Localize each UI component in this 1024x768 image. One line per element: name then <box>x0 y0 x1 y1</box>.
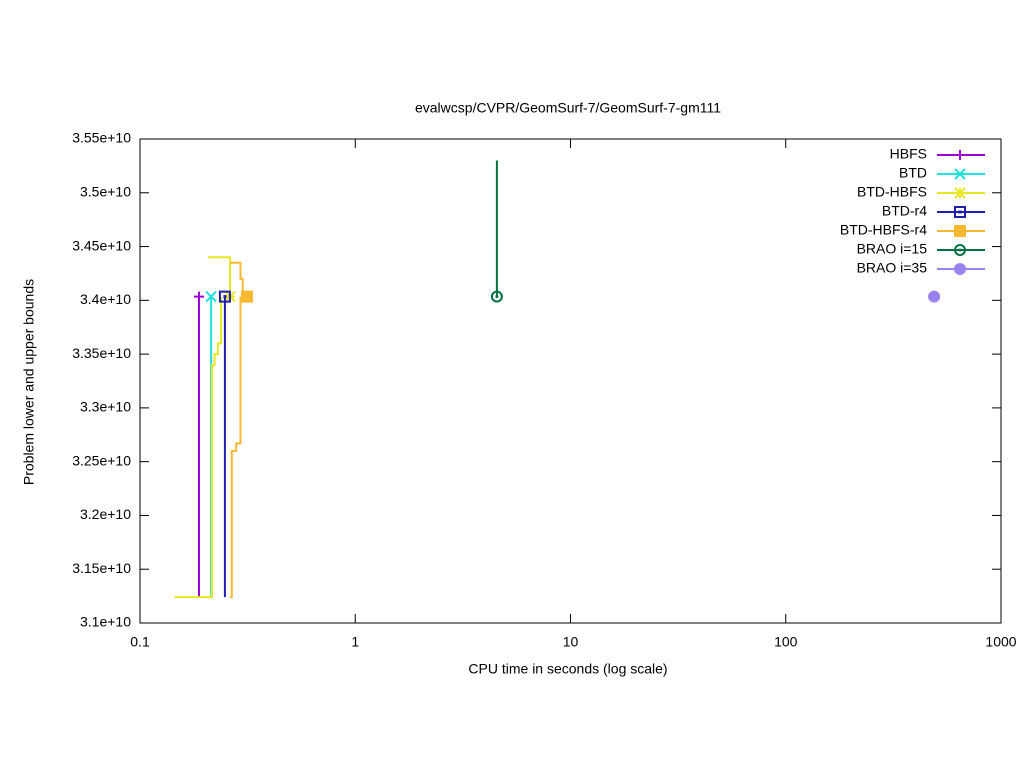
legend-label: BRAO i=35 <box>857 260 928 276</box>
marker-dot <box>958 248 962 252</box>
marker-dot <box>223 295 227 299</box>
x-tick-label: 0.1 <box>130 634 150 650</box>
y-tick-label: 3.55e+10 <box>72 130 131 146</box>
x-tick-label: 10 <box>563 634 579 650</box>
legend-marker <box>954 225 966 237</box>
legend-label: BTD-HBFS <box>857 184 927 200</box>
marker <box>194 291 205 302</box>
legend-marker <box>954 206 966 218</box>
y-tick-label: 3.35e+10 <box>72 345 131 361</box>
marker <box>490 290 503 303</box>
legend-marker <box>954 187 966 199</box>
y-tick-label: 3.45e+10 <box>72 237 131 253</box>
x-tick-label: 1 <box>351 634 359 650</box>
series-line <box>230 296 242 599</box>
legend-label: BTD <box>899 165 927 181</box>
legend-label: BTD-r4 <box>882 203 927 219</box>
legend-label: BRAO i=15 <box>857 241 928 257</box>
legend-marker <box>954 168 966 180</box>
marker-dot <box>958 210 962 214</box>
y-tick-label: 3.15e+10 <box>72 560 131 576</box>
y-tick-label: 3.1e+10 <box>80 614 131 630</box>
series-line <box>174 296 223 599</box>
y-tick-label: 3.2e+10 <box>80 506 131 522</box>
x-tick-label: 1000 <box>985 634 1016 650</box>
y-tick-label: 3.3e+10 <box>80 399 131 415</box>
y-tick-label: 3.5e+10 <box>80 183 131 199</box>
legend-label: HBFS <box>890 146 927 162</box>
marker <box>218 290 231 303</box>
legend-marker <box>953 244 967 256</box>
y-tick-label: 3.4e+10 <box>80 291 131 307</box>
x-axis-label: CPU time in seconds (log scale) <box>468 661 667 677</box>
marker <box>240 290 253 303</box>
marker <box>205 290 217 303</box>
legend-label: BTD-HBFS-r4 <box>840 222 927 238</box>
y-axis-label: Problem lower and upper bounds <box>21 279 37 485</box>
marker-dot <box>495 295 499 299</box>
legend-marker <box>955 150 965 160</box>
x-tick-label: 100 <box>774 634 798 650</box>
series-line <box>208 256 232 297</box>
legend-marker <box>953 263 967 275</box>
marker <box>928 290 941 303</box>
chart-title: evalwcsp/CVPR/GeomSurf-7/GeomSurf-7-gm11… <box>415 100 721 116</box>
y-tick-label: 3.25e+10 <box>72 452 131 468</box>
